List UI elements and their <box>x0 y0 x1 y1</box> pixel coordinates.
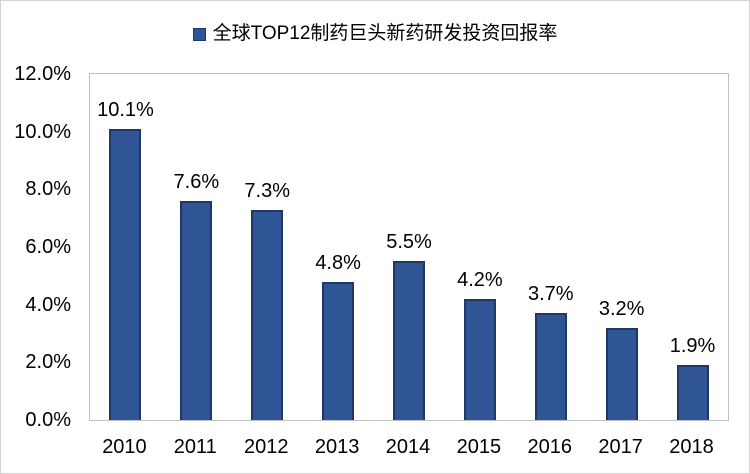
y-tick-2.0%: 2.0% <box>25 351 71 374</box>
x-tick-2011: 2011 <box>173 436 217 458</box>
legend-label: 全球TOP12制药巨头新药研发投资回报率 <box>212 23 558 44</box>
data-label-2014: 5.5% <box>386 231 432 254</box>
data-label-2018: 1.9% <box>669 335 716 358</box>
bar-2018 <box>676 365 709 420</box>
x-tick-2017: 2017 <box>598 436 643 458</box>
bar-2017 <box>605 327 638 420</box>
data-label-2015: 4.2% <box>457 268 503 291</box>
x-tick-2016: 2016 <box>527 436 573 458</box>
data-label-2012: 7.3% <box>244 179 291 202</box>
legend-square-icon <box>192 27 206 41</box>
x-tick-2013: 2013 <box>314 436 360 458</box>
bar-2011 <box>180 200 213 420</box>
plot-area: 10.1% 7.6% 7.3% 4.8% 5.5% 4.2% 3.7% 3.2% 1.9% <box>89 73 729 421</box>
y-tick-8.0%: 8.0% <box>25 178 71 201</box>
data-label-2016: 3.7% <box>527 283 574 306</box>
bar-2012 <box>251 209 284 420</box>
legend: 全球TOP12制药巨头新药研发投资回报率 <box>1 22 749 46</box>
y-tick-12.0%: 12.0% <box>14 63 71 85</box>
y-axis: 0.0% 2.0% 4.0% 6.0% 8.0% 10.0% 12.0% <box>1 63 71 431</box>
y-tick-6.0%: 6.0% <box>25 236 71 258</box>
data-label-2010: 10.1% <box>97 98 154 121</box>
bar-2016 <box>534 313 567 420</box>
x-axis: 2010 2011 2012 2013 2014 2015 2016 2017 2018 <box>89 435 729 461</box>
y-tick-10.0%: 10.0% <box>14 120 71 143</box>
data-label-2011: 7.6% <box>173 170 220 193</box>
x-tick-2012: 2012 <box>243 436 289 458</box>
data-label-2017: 3.2% <box>598 297 645 320</box>
bar-2015 <box>463 298 496 420</box>
x-tick-2014: 2014 <box>385 436 431 458</box>
bar-2013 <box>322 281 355 420</box>
bar-2014 <box>393 261 425 420</box>
y-tick-4.0%: 4.0% <box>25 293 71 316</box>
bar-2010 <box>109 128 142 420</box>
x-tick-2015: 2015 <box>456 436 502 458</box>
y-tick-0.0%: 0.0% <box>25 409 71 431</box>
x-tick-2018: 2018 <box>669 436 714 458</box>
x-tick-2010: 2010 <box>102 436 147 458</box>
data-label-2013: 4.8% <box>315 251 361 274</box>
